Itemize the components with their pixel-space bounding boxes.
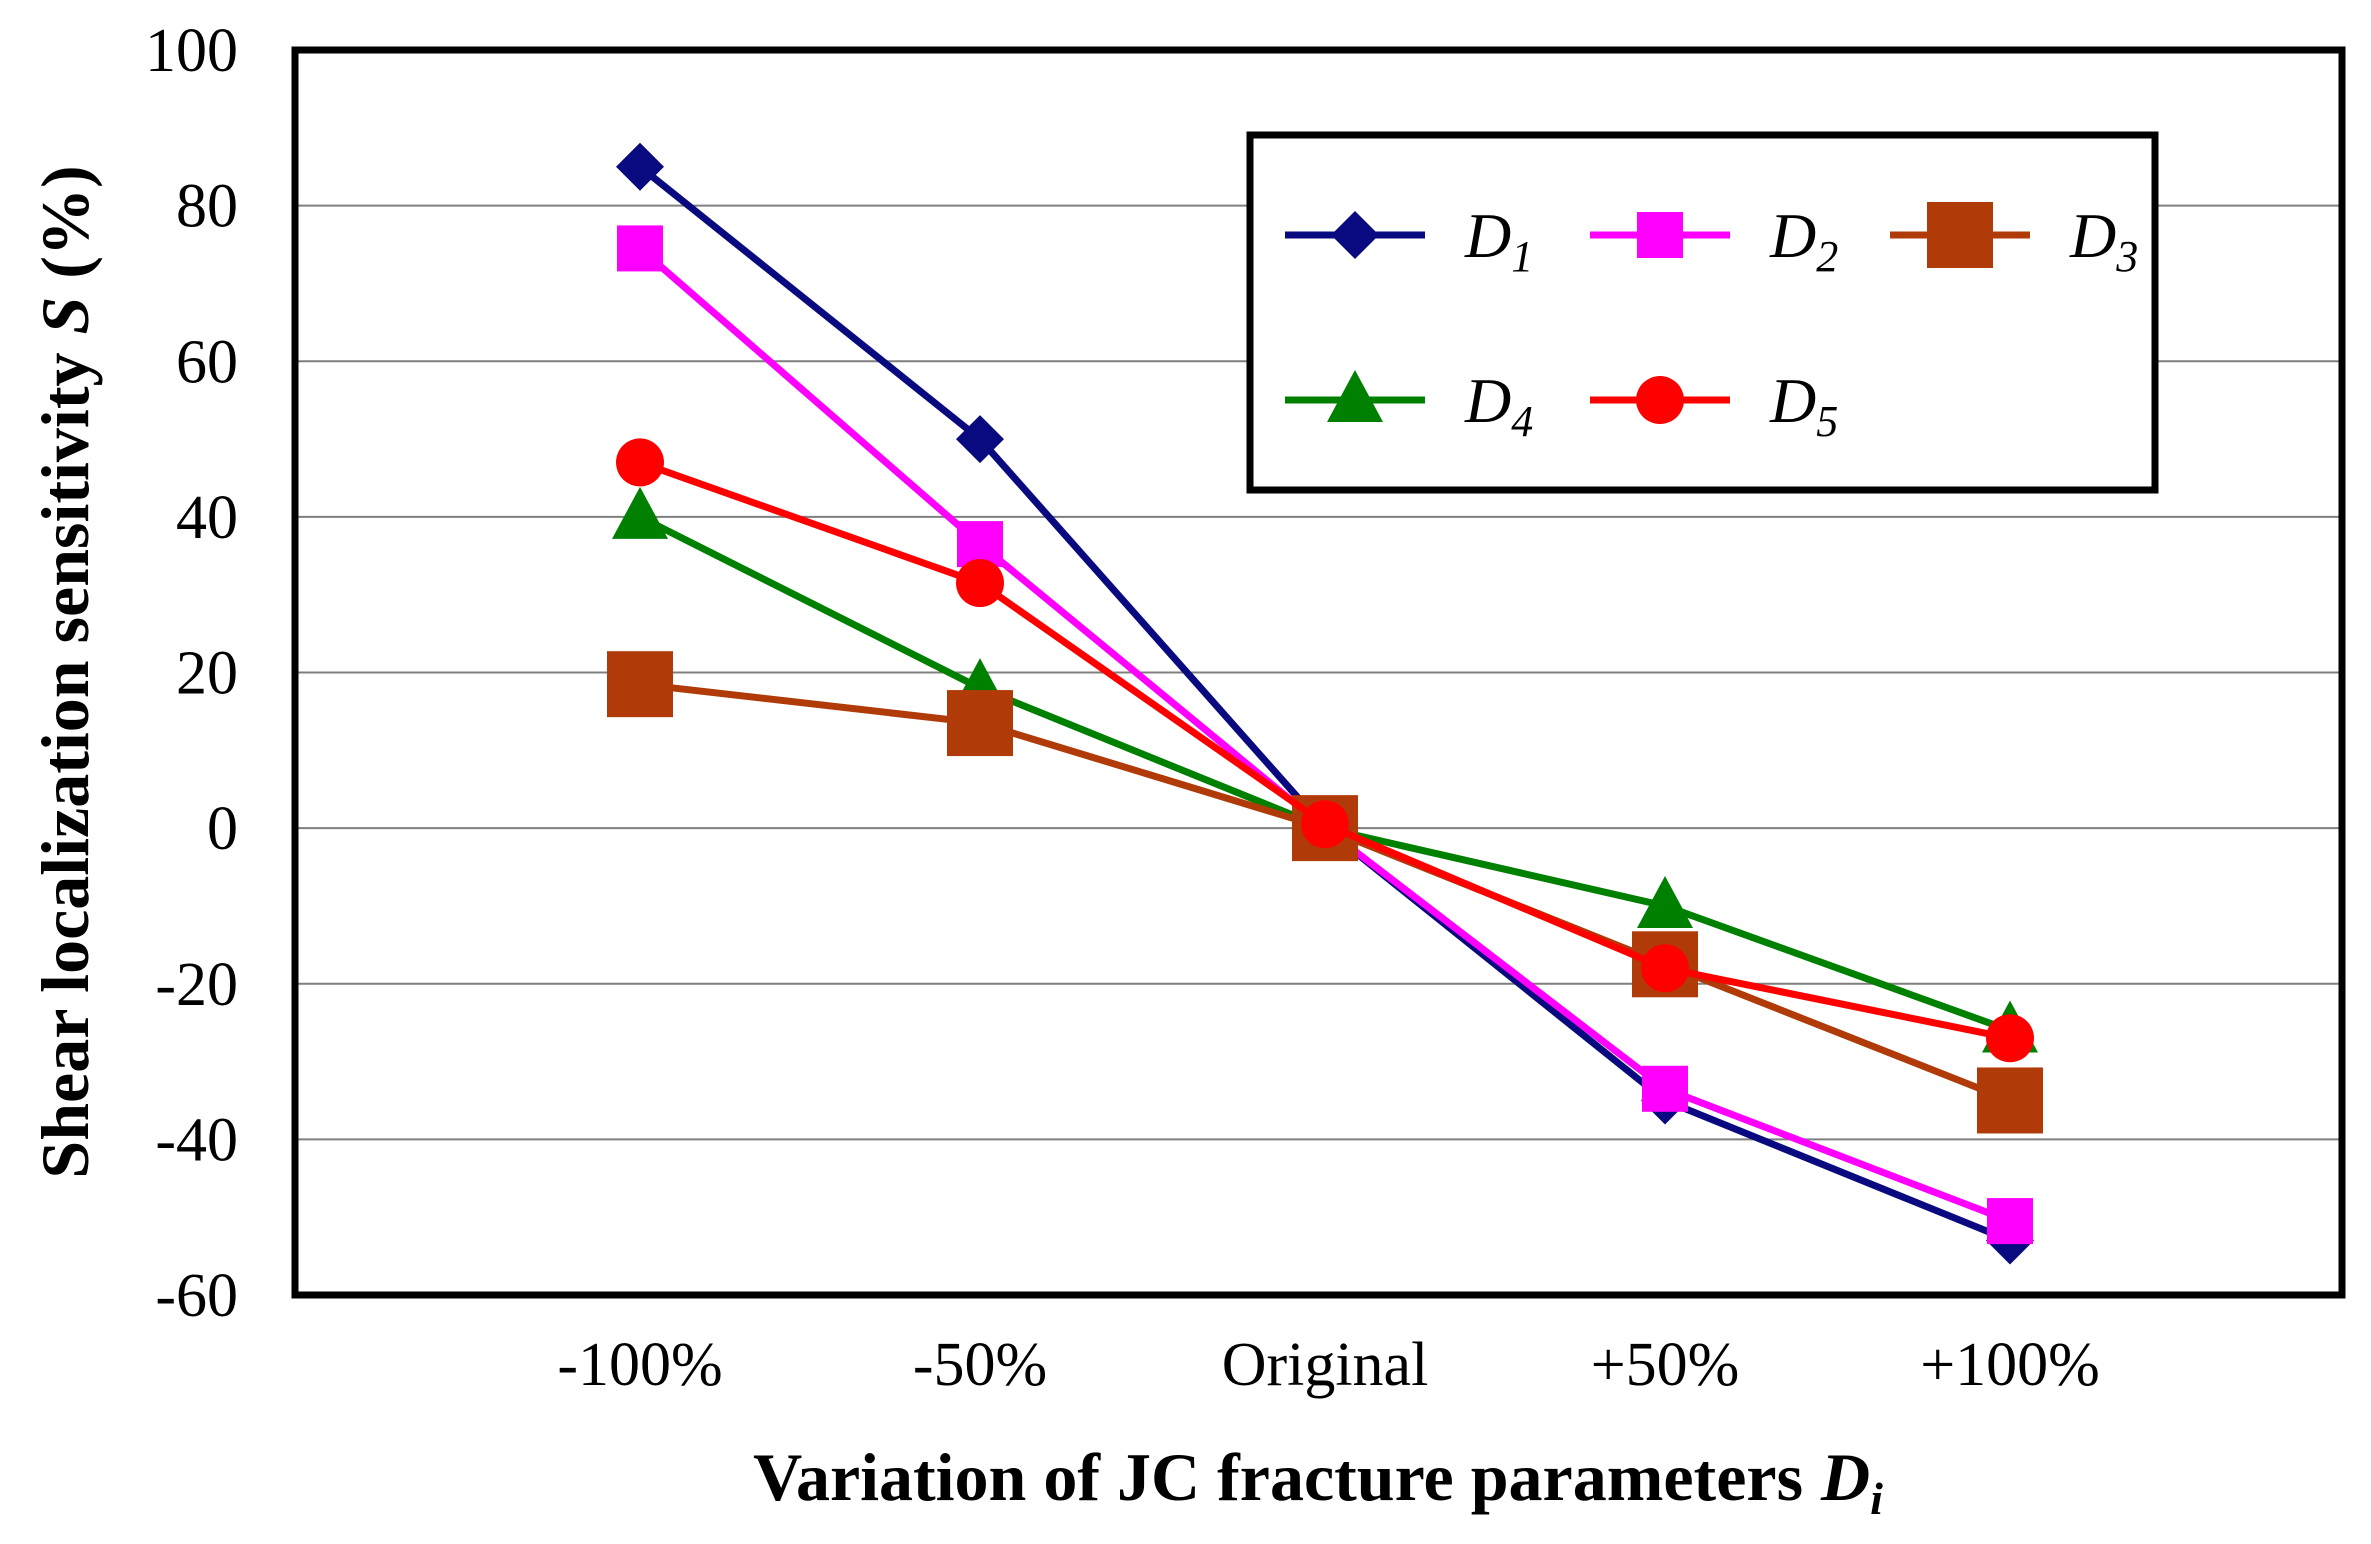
- point-d1-1: [956, 415, 1004, 464]
- point-d2-0: [617, 225, 663, 272]
- point-d3-4: [1977, 1067, 2043, 1134]
- point-d2-3: [1642, 1065, 1688, 1112]
- x-tick-label: +50%: [1591, 1331, 1740, 1399]
- point-d1-0: [616, 142, 664, 191]
- point-d3-0: [607, 651, 673, 718]
- x-axis-title: Variation of JC fracture parameters Di: [753, 1439, 1883, 1524]
- y-tick-label: 20: [176, 640, 238, 708]
- point-d4-3: [1637, 875, 1693, 928]
- point-d5-1: [956, 559, 1004, 608]
- legend-item-d2: D2: [1590, 200, 1838, 281]
- point-d4-0: [612, 486, 668, 539]
- y-tick-label: 60: [176, 328, 238, 396]
- point-d5-3: [1641, 944, 1689, 993]
- legend-item-d1: D1: [1285, 200, 1533, 281]
- legend-label-d2: D2: [1769, 200, 1838, 281]
- x-tick-label: +100%: [1920, 1331, 2100, 1399]
- x-tick-label: Original: [1222, 1331, 1429, 1399]
- y-tick-label: 0: [207, 795, 238, 863]
- y-tick-label: 100: [145, 17, 238, 85]
- series-line-d5: [638, 459, 2011, 1042]
- y-tick-label: -20: [155, 951, 238, 1019]
- legend-box: [1246, 131, 2159, 494]
- y-tick-label: 80: [176, 173, 238, 241]
- y-tick-labels: -60 -40 -20 0 20 40 60 80 100: [145, 17, 238, 1330]
- legend-marker-d5: [1636, 376, 1684, 424]
- y-tick-label: 40: [176, 484, 238, 552]
- y-tick-label: -60: [155, 1262, 238, 1330]
- series-d5: [616, 438, 2034, 1063]
- x-tick-label: -50%: [913, 1331, 1047, 1399]
- point-d5-2: [1301, 800, 1349, 849]
- series-layer: [607, 142, 2043, 1265]
- series-line-d3: [639, 680, 2012, 1104]
- legend-marker-d2: [1637, 212, 1683, 258]
- point-d5-0: [616, 438, 664, 487]
- legend-label-d1: D1: [1464, 200, 1533, 281]
- y-axis-title: Shear localization sensitivityS(%): [27, 165, 103, 1178]
- legend-label-d5: D5: [1769, 365, 1838, 446]
- legend-marker-d3: [1927, 202, 1993, 268]
- x-tick-labels: -100% -50% Original +50% +100%: [557, 1331, 2099, 1399]
- x-tick-label: -100%: [557, 1331, 722, 1399]
- point-d3-1: [947, 690, 1013, 757]
- series-d4: [612, 486, 2038, 1053]
- legend-item-d4: D4: [1285, 365, 1533, 446]
- legend-label-d3: D3: [2069, 200, 2138, 281]
- legend: D1 D2 D3 D4 D5: [1246, 131, 2159, 494]
- series-d3: [607, 651, 2043, 1134]
- legend-marker-d4: [1327, 370, 1383, 422]
- point-d5-4: [1986, 1014, 2034, 1063]
- series-line-d4: [638, 513, 2012, 1034]
- legend-label-d4: D4: [1464, 365, 1533, 446]
- legend-item-d5: D5: [1590, 365, 1838, 446]
- y-tick-label: -40: [155, 1106, 238, 1174]
- legend-item-d3: D3: [1890, 200, 2138, 281]
- plot-frame: [291, 46, 2346, 1299]
- legend-marker-d1: [1331, 211, 1379, 259]
- point-d2-4: [1987, 1198, 2033, 1245]
